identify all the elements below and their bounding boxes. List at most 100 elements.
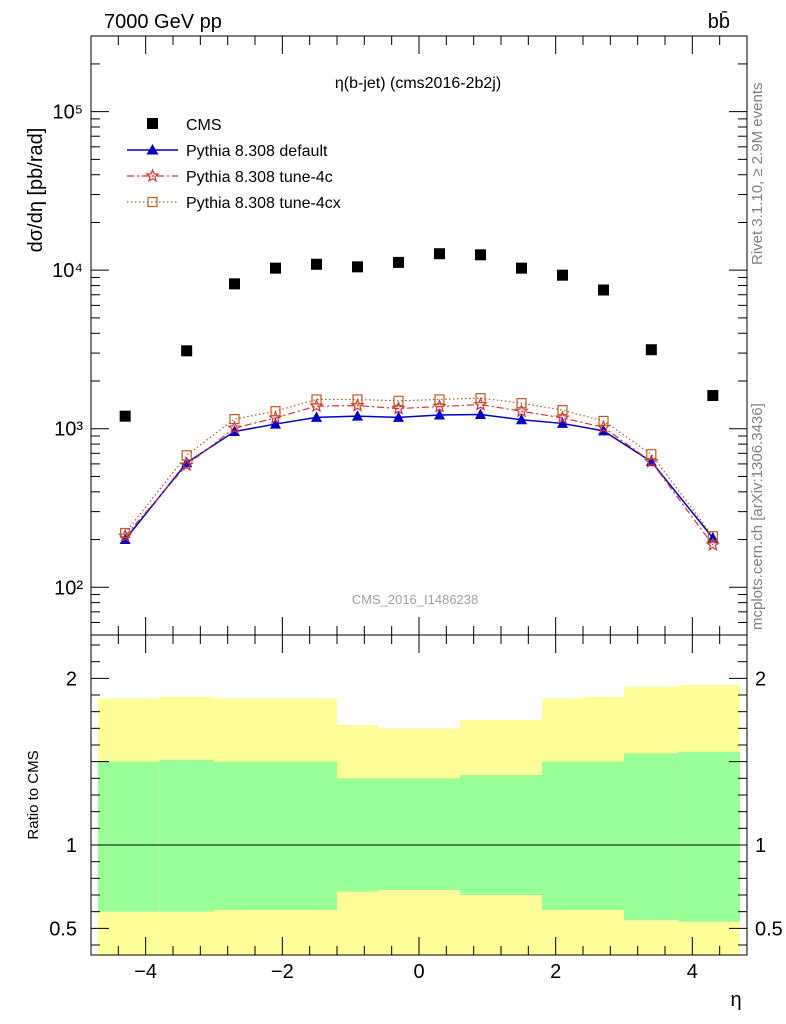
main-y-tick-label: 10⁵ (52, 102, 83, 124)
x-tick-label: −2 (271, 961, 294, 983)
rivet-version-label: Rivet 3.1.10, ≥ 2.9M events (749, 83, 766, 266)
ratio-uncertainty-bands (97, 685, 741, 955)
data-point-open-square (270, 406, 281, 417)
data-point-star (432, 398, 447, 413)
ratio-inner-band-bin (542, 761, 583, 910)
legend-label-cms: CMS (186, 117, 222, 134)
main-y-axis-label: dσ/dη [pb/rad] (25, 128, 47, 253)
data-point-triangle (707, 531, 719, 543)
data-point-open-square (434, 394, 445, 405)
energy-label: 7000 GeV pp (104, 11, 222, 33)
main-y-tick-label: 10² (54, 577, 83, 599)
x-axis-label: η (730, 989, 741, 1011)
legend-marker-tune-4c (145, 168, 160, 183)
data-point-star (227, 420, 242, 435)
ratio-inner-band-bin (460, 775, 501, 895)
analysis-watermark: CMS_2016_I1486238 (352, 592, 479, 607)
ratio-inner-band-bin (159, 760, 214, 912)
legend: CMS Pythia 8.308 default Pythia 8.308 tu… (127, 117, 341, 212)
data-point-star (644, 453, 659, 468)
mcplots-label: mcplots.cern.ch [arXiv:1306.3436] (749, 403, 766, 630)
main-y-tick-label: 10⁴ (52, 260, 83, 282)
data-point-triangle (475, 408, 486, 419)
data-point-open-square (598, 415, 609, 427)
ratio-y-axis-label: Ratio to CMS (25, 750, 42, 839)
data-point-square (516, 262, 527, 274)
series-line-2 (124, 403, 714, 546)
x-tick-label: 0 (413, 961, 424, 983)
ratio-inner-band-bin (296, 761, 337, 910)
data-point-star (514, 403, 529, 418)
data-point-square (434, 248, 445, 260)
ratio-y-tick-label-left: 1 (66, 835, 77, 857)
data-point-square (598, 284, 609, 296)
ratio-y-tick-label-right: 2 (755, 668, 766, 690)
ratio-y-tick-label-right: 0.5 (755, 918, 783, 940)
legend-entry-tune-4c: Pythia 8.308 tune-4c (127, 168, 333, 186)
x-tick-label: −4 (134, 961, 157, 983)
mc-series-lines (124, 397, 714, 546)
plot-title: η(b-jet) (cms2016-2b2j) (335, 75, 501, 92)
legend-label-default: Pythia 8.308 default (186, 143, 328, 160)
data-point-square (352, 261, 363, 273)
data-point-square (557, 269, 568, 281)
ratio-inner-band-bin (337, 778, 378, 892)
data-point-star (555, 410, 570, 425)
data-point-square (181, 345, 193, 357)
legend-marker-default (146, 144, 159, 155)
data-point-square (707, 390, 719, 402)
x-tick-label: 4 (687, 961, 698, 983)
data-point-square (393, 256, 404, 268)
legend-entry-cms: CMS (147, 117, 222, 134)
ratio-y-tick-label-right: 1 (755, 835, 766, 857)
ratio-inner-band-bin (678, 751, 741, 922)
data-point-triangle (516, 413, 527, 425)
ratio-inner-band-bin (214, 761, 296, 910)
data-point-square (119, 410, 131, 422)
data-point-triangle (311, 411, 322, 422)
legend-label-tune-4c: Pythia 8.308 tune-4c (186, 169, 333, 186)
series-line-1 (124, 413, 714, 541)
data-point-triangle (352, 410, 363, 421)
data-point-square (645, 344, 657, 356)
data-point-triangle (270, 418, 281, 429)
data-point-open-square (516, 398, 527, 409)
data-point-open-square (120, 527, 131, 539)
data-point-open-square (352, 394, 363, 405)
data-point-star (179, 457, 194, 472)
ratio-y-tick-label-left: 2 (66, 668, 77, 690)
data-point-square (270, 262, 281, 274)
ratio-inner-band-bin (419, 778, 460, 890)
data-point-open-square (707, 531, 718, 542)
ratio-inner-band-bin (378, 778, 419, 890)
legend-marker-cms (147, 118, 158, 129)
data-point-open-square (557, 405, 568, 416)
data-point-open-square (229, 414, 240, 425)
ratio-inner-band-bin (501, 775, 542, 895)
data-point-star (705, 537, 721, 552)
axis-tick-labels: 10² 10³ 10⁴ 10⁵ 0.5 0.5 1 1 2 2 −4 −2 0 2 4 (49, 102, 783, 983)
data-point-open-square (646, 449, 657, 460)
series-markers (117, 248, 721, 552)
ratio-inner-band-bin (97, 761, 160, 912)
series-line-3 (124, 397, 714, 537)
ratio-y-tick-label-left: 0.5 (49, 918, 77, 940)
legend-label-tune-4cx: Pythia 8.308 tune-4cx (186, 195, 341, 212)
data-point-star (391, 400, 406, 415)
ratio-inner-band-bin (624, 753, 679, 920)
legend-entry-tune-4cx: Pythia 8.308 tune-4cx (127, 195, 341, 212)
data-point-triangle (434, 409, 445, 420)
x-tick-label: 2 (550, 961, 561, 983)
legend-entry-default: Pythia 8.308 default (127, 143, 328, 160)
data-point-square (475, 249, 486, 261)
main-y-tick-label: 10³ (54, 419, 83, 441)
data-point-triangle (181, 456, 193, 468)
data-point-square (311, 258, 322, 270)
process-label: bb̄ (708, 10, 730, 33)
legend-marker-tune-4cx (147, 196, 158, 208)
data-point-open-square (393, 395, 404, 406)
data-point-open-square (475, 393, 486, 404)
ratio-inner-band-bin (583, 761, 624, 910)
data-point-square (229, 278, 240, 290)
